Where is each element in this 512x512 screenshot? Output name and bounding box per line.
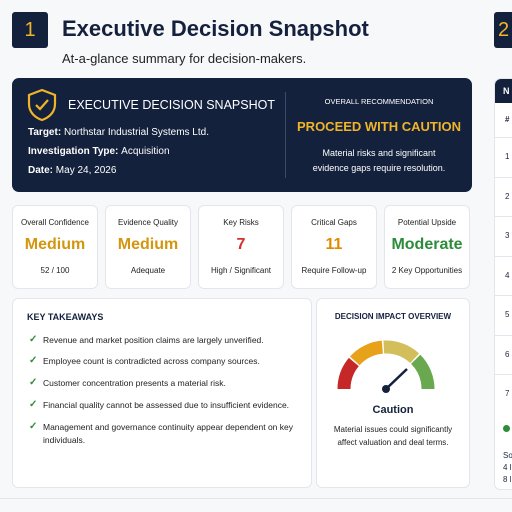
column-header: # <box>505 115 510 124</box>
metric-label: Evidence Quality <box>117 218 179 227</box>
detail-row: Investigation Type: Acquisition <box>28 146 170 157</box>
metric-label: Potential Upside <box>397 218 457 227</box>
impact-description: Material issues could significantly affe… <box>317 423 469 449</box>
gauge-segment <box>349 340 384 366</box>
row-number: 6 <box>505 349 510 359</box>
detail-value: May 24, 2026 <box>55 165 117 176</box>
section-badge: 2 <box>494 12 512 48</box>
metric-value: 7 <box>236 236 246 253</box>
check-icon: ✓ <box>29 399 38 410</box>
row-number: 1 <box>505 152 510 161</box>
recommendation-label: OVERALL RECOMMENDATION <box>324 97 434 106</box>
row-number: 2 <box>505 191 510 201</box>
recommendation-description: Material risks and significant evidence … <box>286 146 472 176</box>
metric-note: High / Significant <box>210 266 272 275</box>
footer-text: 4 l <box>503 463 512 472</box>
metric-value: Medium <box>117 236 179 253</box>
impact-status: Caution <box>372 404 414 416</box>
metric-card: Evidence Quality Medium Adequate <box>105 205 191 289</box>
description-line: Material issues could significantly <box>333 425 453 434</box>
row-number: 4 <box>505 270 510 280</box>
check-icon: ✓ <box>29 377 38 388</box>
row-number: 5 <box>505 310 510 319</box>
detail-row: Date: May 24, 2026 <box>28 165 116 176</box>
row-divider <box>495 295 512 296</box>
detail-row: Target: Northstar Industrial Systems Ltd… <box>28 127 209 138</box>
detail-value: Acquisition <box>121 146 170 157</box>
section-badge: 1 <box>12 12 48 48</box>
row-divider <box>495 137 512 138</box>
gauge-segment <box>410 354 435 390</box>
metric-note: 2 Key Opportunities <box>391 266 463 275</box>
row-divider <box>495 374 512 375</box>
row-divider <box>495 216 512 217</box>
summary-title: EXECUTIVE DECISION SNAPSHOT <box>68 98 275 112</box>
metric-note: 52 / 100 <box>40 266 70 275</box>
row-number: 7 <box>505 389 510 398</box>
metric-card: Potential Upside Moderate 2 Key Opportunit… <box>384 205 470 289</box>
metric-label: Overall Confidence <box>20 218 90 227</box>
panel-header: N <box>495 79 512 103</box>
footer-text: 8 l <box>503 475 512 484</box>
takeaway-item: Management and governance continuity app… <box>43 422 293 445</box>
takeaway-item: Customer concentration presents a materi… <box>43 378 226 388</box>
metric-card: Key Risks 7 High / Significant <box>198 205 284 289</box>
metric-card: Critical Gaps 11 Require Follow-up <box>291 205 377 289</box>
check-icon: ✓ <box>29 355 38 366</box>
footer-text: So <box>503 451 512 460</box>
page-title: Executive Decision Snapshot <box>62 16 369 41</box>
metric-note: Require Follow-up <box>301 266 367 275</box>
detail-label: Target: <box>28 127 62 138</box>
detail-label: Date: <box>28 165 54 176</box>
row-divider <box>495 255 512 257</box>
gauge-needle <box>385 368 408 390</box>
divider <box>285 92 286 178</box>
description-line: Material risks and significant <box>322 148 436 158</box>
page-subtitle: At-a-glance summary for decision-makers. <box>62 51 307 66</box>
shield-icon <box>27 88 57 122</box>
takeaway-item: Revenue and market position claims are l… <box>43 335 264 345</box>
status-dot <box>503 425 510 432</box>
footer-line <box>0 498 512 499</box>
description-line: affect valuation and deal terms. <box>337 438 449 447</box>
row-divider <box>495 176 512 178</box>
metric-label: Critical Gaps <box>311 218 357 227</box>
check-icon: ✓ <box>29 421 38 432</box>
next-panel: N # 1 2 3 4 5 6 7 So 4 l 8 l <box>494 78 512 490</box>
metric-note: Adequate <box>130 266 166 275</box>
impact-card: DECISION IMPACT OVERVIEW Caution Materia… <box>316 298 470 488</box>
gauge-hub <box>382 385 390 393</box>
check-icon: ✓ <box>29 334 38 345</box>
gauge-segment <box>337 357 360 390</box>
row-divider <box>495 334 512 336</box>
takeaway-item: Financial quality cannot be assessed due… <box>43 400 290 410</box>
detail-value: Northstar Industrial Systems Ltd. <box>63 127 209 138</box>
description-line: evidence gaps require resolution. <box>312 163 446 173</box>
impact-title: DECISION IMPACT OVERVIEW <box>334 312 452 321</box>
metric-value: Medium <box>24 236 86 253</box>
takeaway-item: Employee count is contradicted across co… <box>43 356 260 366</box>
summary-card: EXECUTIVE DECISION SNAPSHOT Target: Nort… <box>12 78 472 192</box>
takeaways-card: KEY TAKEAWAYS ✓ Revenue and market positi… <box>12 298 312 488</box>
gauge-segment <box>383 340 420 364</box>
metric-label: Key Risks <box>223 218 259 227</box>
takeaways-title: KEY TAKEAWAYS <box>27 312 104 322</box>
metric-card: Overall Confidence Medium 52 / 100 <box>12 205 98 289</box>
gauge <box>337 340 435 393</box>
recommendation-value: PROCEED WITH CAUTION <box>297 119 461 134</box>
metric-value: 11 <box>325 236 343 253</box>
metric-value: Moderate <box>391 236 463 253</box>
row-number: 3 <box>505 231 510 240</box>
detail-label: Investigation Type: <box>28 146 119 157</box>
